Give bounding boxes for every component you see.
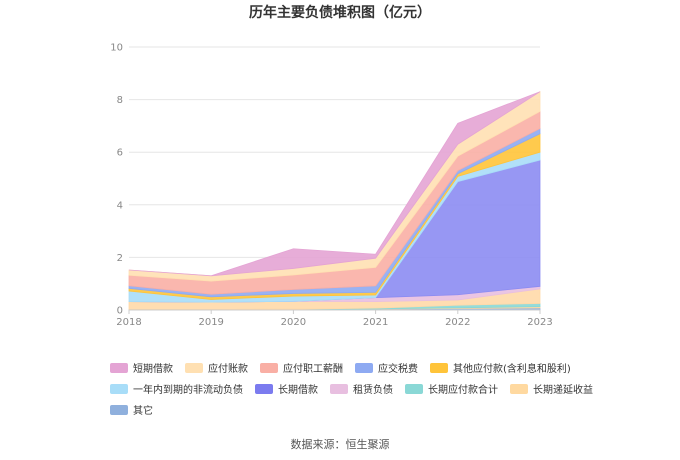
legend-row: 短期借款 应付账款 应付职工薪酬 应交税费 其他应付款(含利息和股利) bbox=[110, 357, 650, 378]
legend-label: 其它 bbox=[133, 406, 153, 417]
data-source: 数据来源：恒生聚源 bbox=[290, 438, 390, 451]
x-tick-label: 2022 bbox=[445, 317, 470, 328]
x-tick-label: 2023 bbox=[527, 317, 552, 328]
x-tick-label: 2021 bbox=[363, 317, 388, 328]
legend-swatch bbox=[260, 362, 278, 373]
legend-item[interactable]: 长期递延收益 bbox=[510, 381, 593, 396]
legend-label: 租赁负债 bbox=[353, 385, 393, 396]
legend-swatch bbox=[110, 404, 128, 415]
legend-swatch bbox=[330, 383, 348, 394]
legend-item[interactable]: 其他应付款(含利息和股利) bbox=[430, 360, 571, 375]
legend-swatch bbox=[355, 362, 373, 373]
legend-label: 一年内到期的非流动负债 bbox=[133, 385, 243, 396]
legend-label: 长期递延收益 bbox=[533, 385, 593, 396]
legend-item[interactable]: 其它 bbox=[110, 402, 153, 417]
legend-label: 其他应付款(含利息和股利) bbox=[453, 364, 571, 375]
legend-item[interactable]: 一年内到期的非流动负债 bbox=[110, 381, 243, 396]
legend-label: 短期借款 bbox=[133, 364, 173, 375]
legend-swatch bbox=[510, 383, 528, 394]
y-tick-label: 8 bbox=[117, 95, 123, 106]
legend-item[interactable]: 应付账款 bbox=[185, 360, 248, 375]
legend-item[interactable]: 长期应付款合计 bbox=[405, 381, 498, 396]
legend-label: 应交税费 bbox=[378, 364, 418, 375]
axes: 0 2 4 6 8 10 2018 2019 2020 2021 2022 2023 bbox=[110, 43, 552, 329]
legend-item[interactable]: 短期借款 bbox=[110, 360, 173, 375]
legend-swatch bbox=[110, 362, 128, 373]
legend-row: 一年内到期的非流动负债 长期借款 租赁负债 长期应付款合计 长期递延收益 bbox=[110, 378, 650, 399]
legend-label: 长期应付款合计 bbox=[428, 385, 498, 396]
legend-swatch bbox=[110, 383, 128, 394]
chart-title: 历年主要负债堆积图（亿元） bbox=[249, 4, 431, 21]
legend-item[interactable]: 租赁负债 bbox=[330, 381, 393, 396]
y-tick-label: 2 bbox=[117, 253, 123, 264]
legend-item[interactable]: 应付职工薪酬 bbox=[260, 360, 343, 375]
x-tick-label: 2019 bbox=[198, 317, 223, 328]
area-series bbox=[128, 90, 541, 311]
y-tick-label: 4 bbox=[117, 200, 123, 211]
y-tick-label: 0 bbox=[117, 306, 123, 317]
legend-swatch bbox=[405, 383, 423, 394]
legend-swatch bbox=[255, 383, 273, 394]
legend-swatch bbox=[185, 362, 203, 373]
legend-row: 其它 bbox=[110, 399, 650, 420]
legend: 短期借款 应付账款 应付职工薪酬 应交税费 其他应付款(含利息和股利) 一年内到期的非流动… bbox=[110, 357, 650, 420]
y-tick-label: 6 bbox=[117, 148, 123, 159]
stacked-area-chart: 历年主要负债堆积图（亿元） 0 2 4 6 8 10 2018 2019 2020 2021 202… bbox=[110, 4, 552, 329]
legend-label: 应付账款 bbox=[208, 364, 248, 375]
legend-item[interactable]: 长期借款 bbox=[255, 381, 318, 396]
area-series-11 bbox=[128, 91, 541, 277]
legend-label: 应付职工薪酬 bbox=[283, 364, 343, 375]
x-tick-label: 2020 bbox=[281, 317, 306, 328]
x-tick-label: 2018 bbox=[116, 317, 141, 328]
legend-item[interactable]: 应交税费 bbox=[355, 360, 418, 375]
y-tick-label: 10 bbox=[110, 43, 123, 54]
legend-label: 长期借款 bbox=[278, 385, 318, 396]
legend-swatch bbox=[430, 362, 448, 373]
